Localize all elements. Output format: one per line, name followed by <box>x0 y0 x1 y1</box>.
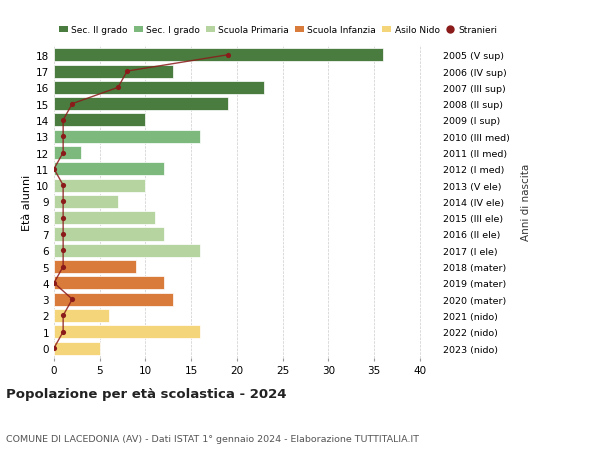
Point <box>67 296 77 303</box>
Point <box>58 182 68 190</box>
Text: COMUNE DI LACEDONIA (AV) - Dati ISTAT 1° gennaio 2024 - Elaborazione TUTTITALIA.: COMUNE DI LACEDONIA (AV) - Dati ISTAT 1°… <box>6 434 419 442</box>
Y-axis label: Età alunni: Età alunni <box>22 174 32 230</box>
Bar <box>54 98 228 111</box>
Bar <box>54 196 118 208</box>
Point <box>58 150 68 157</box>
Bar <box>54 82 264 95</box>
Point <box>113 84 123 92</box>
Bar <box>54 163 164 176</box>
Point <box>122 68 132 76</box>
Bar <box>54 114 145 127</box>
Bar <box>54 49 383 62</box>
Y-axis label: Anni di nascita: Anni di nascita <box>521 163 531 241</box>
Point <box>58 231 68 238</box>
Point <box>58 263 68 271</box>
Point <box>58 328 68 336</box>
Legend: Sec. II grado, Sec. I grado, Scuola Primaria, Scuola Infanzia, Asilo Nido, Stran: Sec. II grado, Sec. I grado, Scuola Prim… <box>59 26 497 35</box>
Point <box>49 345 59 352</box>
Bar <box>54 179 145 192</box>
Bar <box>54 228 164 241</box>
Point <box>223 52 233 59</box>
Point <box>67 101 77 108</box>
Point <box>58 312 68 319</box>
Bar <box>54 65 173 78</box>
Bar <box>54 147 82 160</box>
Bar <box>54 277 164 290</box>
Point <box>58 117 68 124</box>
Point <box>58 133 68 140</box>
Text: Popolazione per età scolastica - 2024: Popolazione per età scolastica - 2024 <box>6 387 287 400</box>
Bar <box>54 293 173 306</box>
Bar <box>54 130 200 143</box>
Point <box>58 198 68 206</box>
Point <box>58 214 68 222</box>
Bar <box>54 325 200 338</box>
Bar <box>54 309 109 322</box>
Bar <box>54 244 200 257</box>
Bar <box>54 261 136 274</box>
Bar <box>54 342 100 355</box>
Point <box>49 166 59 173</box>
Bar <box>54 212 155 225</box>
Point <box>58 247 68 254</box>
Point <box>49 280 59 287</box>
